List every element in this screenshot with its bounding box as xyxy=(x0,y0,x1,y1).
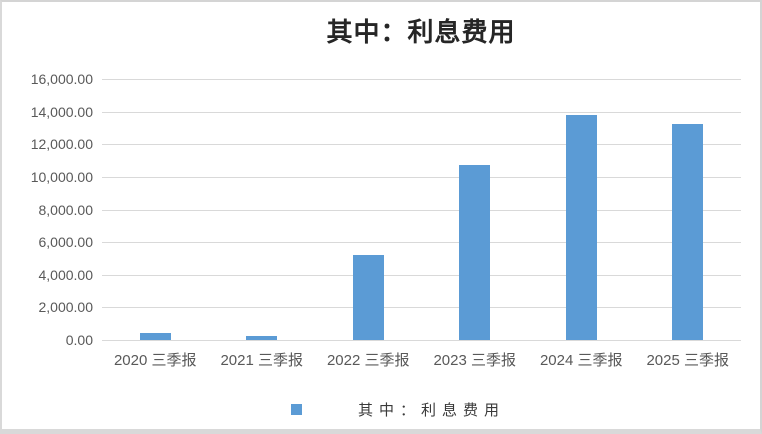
x-tick-label: 2023 三季报 xyxy=(433,352,517,369)
y-axis: 16,000.00 14,000.00 12,000.00 10,000.00 8,00… xyxy=(2,71,94,348)
y-tick-label: 8,000.00 xyxy=(38,201,94,218)
gridline xyxy=(102,340,741,341)
y-tick-label: 12,000.00 xyxy=(30,136,93,153)
bar-2023[interactable] xyxy=(459,164,491,340)
gridline xyxy=(102,79,741,80)
legend-swatch-icon xyxy=(290,404,302,415)
gridline xyxy=(102,111,741,113)
y-tick-label: 14,000.00 xyxy=(30,103,93,120)
x-tick-label: 2024 三季报 xyxy=(539,352,623,369)
gridline xyxy=(102,274,741,276)
x-tick-label: 2025 三季报 xyxy=(646,352,730,369)
bar-2022[interactable] xyxy=(352,255,384,340)
y-tick-label: 6,000.00 xyxy=(38,234,94,251)
legend[interactable]: 其中：利息费用 xyxy=(290,399,506,420)
legend-label: 其中：利息费用 xyxy=(357,402,506,419)
x-axis: 2020 三季报 2021 三季报 2022 三季报 2023 三季报 2024 三季报… xyxy=(102,349,741,369)
bar-2024[interactable] xyxy=(565,115,597,340)
x-tick-label: 2020 三季报 xyxy=(113,352,197,369)
bar-2020[interactable] xyxy=(139,333,171,340)
chart-title: 其中：利息费用 xyxy=(326,18,516,47)
bar-2021[interactable] xyxy=(246,335,278,340)
plot-area xyxy=(102,79,741,341)
y-tick-label: 10,000.00 xyxy=(30,168,93,185)
gridline xyxy=(102,209,741,211)
gridline xyxy=(102,242,741,244)
bar-2025[interactable] xyxy=(672,123,704,340)
gridline xyxy=(102,307,741,309)
x-tick-label: 2021 三季报 xyxy=(220,352,304,369)
y-tick-label: 4,000.00 xyxy=(38,266,94,283)
y-tick-label: 0.00 xyxy=(65,332,93,348)
gridline xyxy=(102,144,741,146)
x-tick-label: 2022 三季报 xyxy=(326,352,410,369)
y-tick-label: 16,000.00 xyxy=(30,71,93,87)
gridline xyxy=(102,176,741,178)
y-tick-label: 2,000.00 xyxy=(38,299,94,316)
